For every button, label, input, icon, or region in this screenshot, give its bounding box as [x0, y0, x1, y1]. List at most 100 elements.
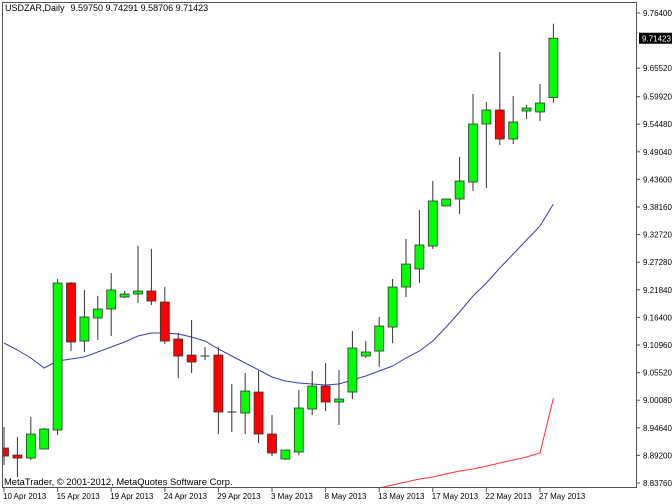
- current-price-marker: [639, 32, 672, 44]
- candle-body-bull: [360, 351, 371, 357]
- candle-body-bull: [481, 109, 492, 125]
- y-tick-label: 9.05520: [643, 369, 672, 378]
- candle: [307, 371, 318, 416]
- y-tick-label: 9.27280: [643, 258, 672, 267]
- candle: [159, 287, 170, 345]
- x-tick-label: 15 Apr 2013: [57, 492, 101, 501]
- x-tick-label: 17 May 2013: [432, 492, 479, 501]
- candle: [52, 278, 63, 436]
- candle: [12, 437, 23, 478]
- candle-body-bull: [133, 290, 143, 295]
- candle-body-bear: [146, 290, 157, 302]
- candle-body-bull: [52, 282, 63, 431]
- candle: [334, 370, 344, 426]
- candle: [280, 449, 291, 461]
- candle: [401, 239, 411, 298]
- x-tick-label: 3 May 2013: [271, 492, 313, 501]
- candle: [79, 290, 90, 353]
- candle-body-bear: [186, 354, 197, 363]
- candle: [240, 373, 251, 435]
- x-tick-label: 22 May 2013: [485, 492, 532, 501]
- candle: [39, 428, 50, 450]
- candle: [200, 347, 210, 361]
- x-tick-label: 13 May 2013: [378, 492, 425, 501]
- candle-body-bull: [468, 123, 478, 183]
- candle-body-bull: [334, 398, 344, 403]
- y-tick-label: 9.32720: [643, 231, 672, 240]
- y-tick-label: 8.94640: [643, 424, 672, 433]
- candle-body-bear: [3, 447, 9, 457]
- candle-body-bull: [454, 180, 465, 200]
- candle-body-bull: [521, 107, 532, 112]
- candle-body-bear: [66, 282, 76, 343]
- candle-body-bull: [535, 102, 545, 113]
- candle-body-bull: [427, 200, 438, 247]
- y-tick-label: 9.76400: [643, 9, 672, 18]
- candle: [374, 316, 385, 368]
- candle-body-bull: [293, 407, 304, 453]
- x-tick-label: 24 Apr 2013: [164, 492, 208, 501]
- candle: [320, 363, 331, 412]
- candle: [133, 246, 143, 303]
- candle: [494, 52, 505, 146]
- candle-body-bull: [280, 449, 291, 460]
- current-price-label: 9.71423: [642, 34, 671, 43]
- candle-body-bull: [307, 385, 318, 410]
- y-tick-label: 8.83760: [643, 479, 672, 488]
- candle: [427, 181, 438, 250]
- y-tick-label: 9.38160: [643, 203, 672, 212]
- candle-body-bear: [12, 454, 23, 459]
- candle-body-bull: [508, 121, 519, 140]
- candle: [481, 101, 492, 189]
- chart-header: USDZAR,Daily 9.59750 9.74291 9.58706 9.71…: [5, 3, 214, 13]
- candle: [414, 210, 425, 284]
- candle: [146, 249, 157, 306]
- candle-body-bull: [441, 198, 452, 207]
- plot-area: [3, 23, 559, 487]
- candle: [106, 273, 117, 337]
- candle: [227, 384, 237, 433]
- candle-body-bear: [173, 338, 184, 357]
- y-tick-label: 9.49040: [643, 148, 672, 157]
- candle: [360, 341, 371, 358]
- y-tick-label: 8.89200: [643, 451, 672, 460]
- y-tick-label: 9.21840: [643, 286, 672, 295]
- candle: [173, 333, 184, 379]
- moving-average-blue-line: [3, 203, 554, 386]
- candle-body-bull: [414, 244, 425, 270]
- y-tick-label: 9.43600: [643, 175, 672, 184]
- candle: [119, 291, 130, 299]
- y-axis: 9.76400 9.65520 9.59920 9.54480 9.49040 9.436…: [636, 9, 672, 488]
- candle: [253, 371, 264, 444]
- candle: [267, 415, 277, 457]
- plot-frame: [2, 2, 637, 488]
- x-tick-label: 27 May 2013: [539, 492, 586, 501]
- candle-body-bull: [548, 37, 559, 98]
- y-tick-label: 9.16400: [643, 313, 672, 322]
- candle-body-bear: [267, 433, 277, 454]
- candle-body-bull: [119, 293, 130, 298]
- candle: [521, 104, 532, 119]
- candle: [535, 84, 545, 122]
- candle-body-bull: [374, 325, 385, 352]
- candle: [548, 23, 559, 103]
- x-tick-label: 29 Apr 2013: [217, 492, 261, 501]
- candle: [387, 278, 398, 344]
- candle-body-bear: [159, 301, 170, 342]
- candle-body-bull: [92, 308, 103, 319]
- candle: [92, 295, 103, 341]
- y-tick-label: 9.65520: [643, 64, 672, 73]
- copyright-text: MetaTrader, © 2001-2012, MetaQuotes Soft…: [4, 476, 233, 487]
- candle-body-bull: [387, 286, 398, 328]
- candle: [3, 427, 9, 466]
- y-tick-label: 9.54480: [643, 120, 672, 129]
- candle: [347, 331, 358, 400]
- candle-body-bear: [320, 385, 331, 403]
- candle: [454, 157, 465, 215]
- candle: [441, 198, 452, 207]
- candle: [25, 417, 36, 461]
- candle-body-bull: [25, 433, 36, 459]
- candle: [293, 390, 304, 456]
- candle-body-bull: [240, 390, 251, 414]
